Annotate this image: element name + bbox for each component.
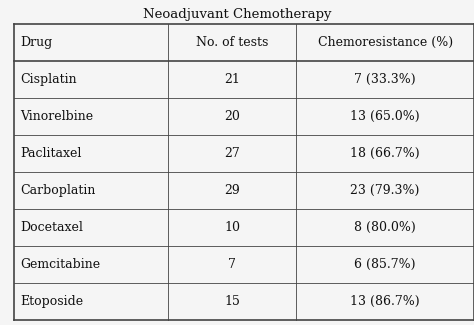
Text: Paclitaxel: Paclitaxel [20,147,82,160]
Text: No. of tests: No. of tests [196,36,268,49]
Text: 29: 29 [224,184,240,197]
Text: 27: 27 [224,147,240,160]
Text: 18 (66.7%): 18 (66.7%) [350,147,420,160]
Text: 10: 10 [224,221,240,234]
Text: Etoposide: Etoposide [20,295,83,308]
Text: 8 (80.0%): 8 (80.0%) [354,221,416,234]
Text: 13 (65.0%): 13 (65.0%) [350,110,420,123]
Text: 6 (85.7%): 6 (85.7%) [355,258,416,271]
Text: 20: 20 [224,110,240,123]
Text: 13 (86.7%): 13 (86.7%) [350,295,420,308]
Text: 7 (33.3%): 7 (33.3%) [354,73,416,86]
Text: Gemcitabine: Gemcitabine [20,258,100,271]
Text: Chemoresistance (%): Chemoresistance (%) [318,36,453,49]
Text: 23 (79.3%): 23 (79.3%) [350,184,420,197]
Text: Vinorelbine: Vinorelbine [20,110,93,123]
Text: 21: 21 [224,73,240,86]
Text: 15: 15 [224,295,240,308]
Text: Cisplatin: Cisplatin [20,73,77,86]
Text: Drug: Drug [20,36,53,49]
Text: Docetaxel: Docetaxel [20,221,83,234]
Text: Carboplatin: Carboplatin [20,184,96,197]
Text: Neoadjuvant Chemotherapy: Neoadjuvant Chemotherapy [143,8,331,21]
Text: 7: 7 [228,258,236,271]
